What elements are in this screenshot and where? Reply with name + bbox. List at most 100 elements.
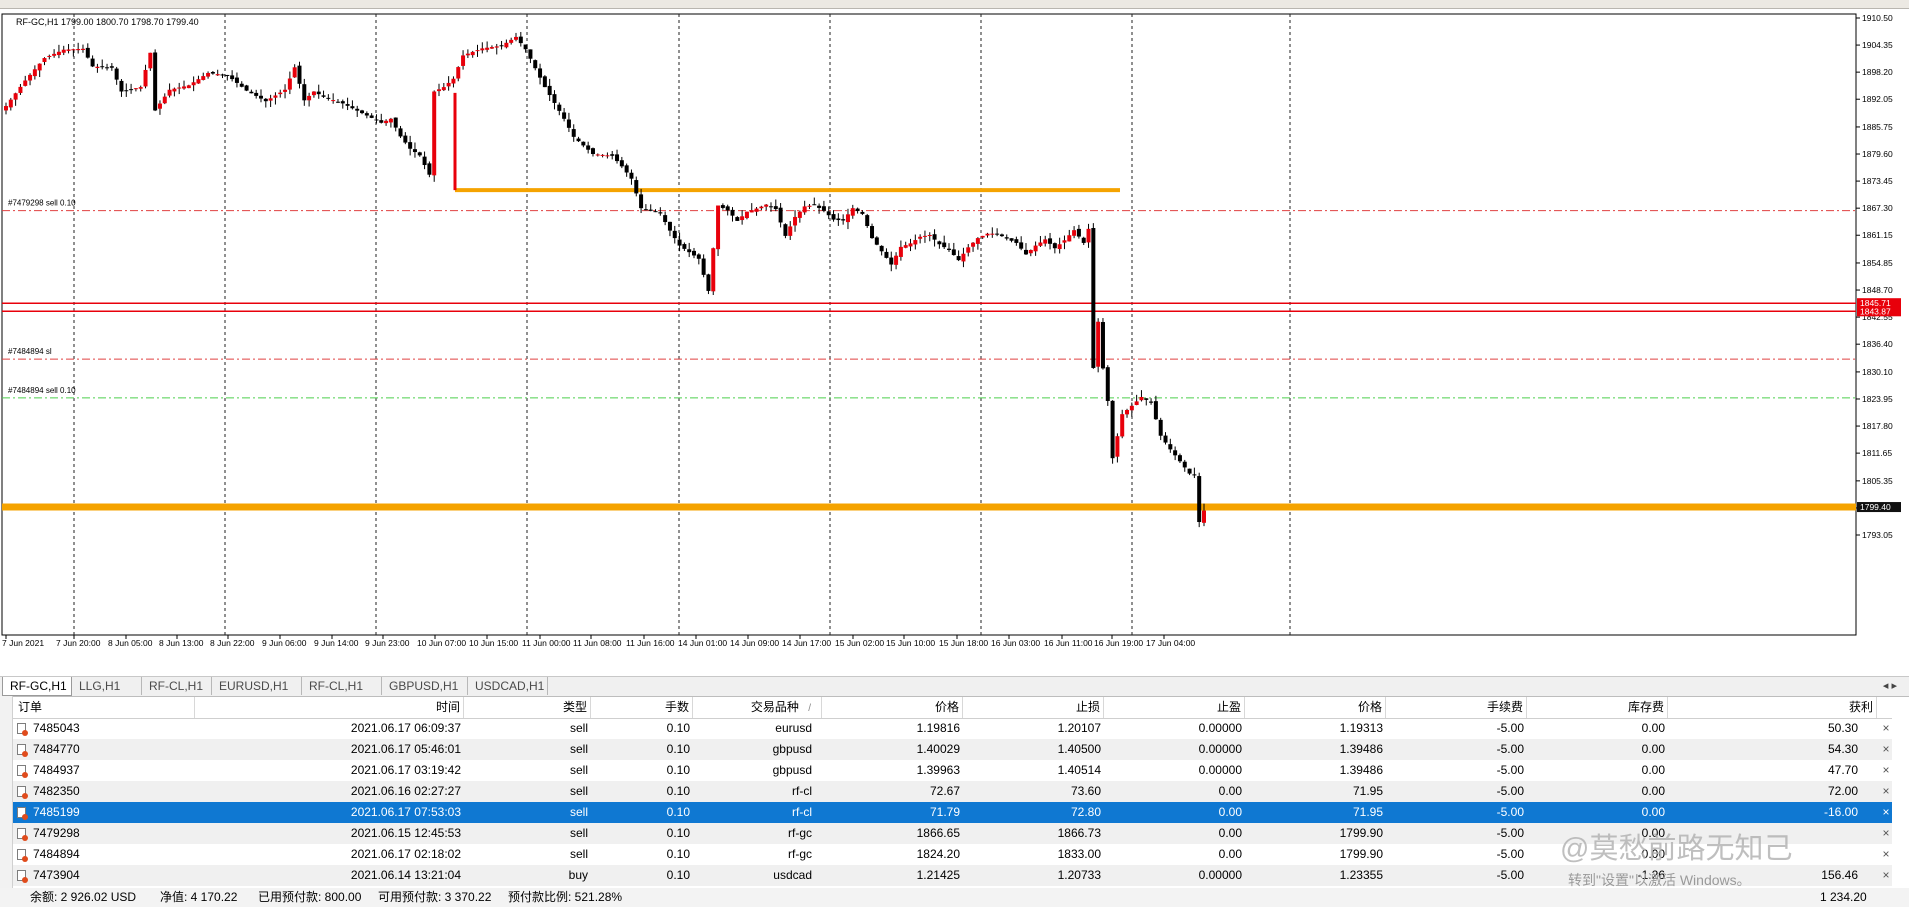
trend-lines[interactable] <box>453 92 1120 193</box>
candle-body <box>220 74 225 76</box>
tab-scroll-arrows[interactable]: ◂ ▸ <box>1882 680 1897 692</box>
order-line-label: #7484894 sell 0.10 <box>8 386 76 395</box>
column-header-size[interactable]: 手数 <box>591 697 693 718</box>
column-header-order[interactable]: 订单 <box>12 697 195 718</box>
candle-body <box>249 91 254 94</box>
candle-body <box>162 96 167 104</box>
candle-body <box>167 89 172 96</box>
cell-price: 1.40029 <box>916 742 960 756</box>
candle-body <box>1038 242 1043 246</box>
cell-tp: 0.00 <box>1218 847 1242 861</box>
candle-body <box>932 234 937 240</box>
cell-time: 2021.06.17 05:46:01 <box>350 742 461 756</box>
candle-body <box>451 78 456 84</box>
tab-usdcad-h1[interactable]: USDCAD,H1 <box>468 677 548 695</box>
cell-symbol: rf-gc <box>788 847 812 861</box>
cell-symbol: gbpusd <box>772 742 812 756</box>
tab-rf-cl-h1[interactable]: RF-CL,H1 <box>302 677 382 695</box>
candle-body <box>1028 249 1033 254</box>
price-tick-label: 1879.60 <box>1862 149 1893 159</box>
candle-body <box>398 128 403 137</box>
candle-body <box>696 254 701 259</box>
tab-gbpusd-h1[interactable]: GBPUSD,H1 <box>382 677 468 695</box>
candle-body <box>23 80 28 86</box>
candle-body <box>90 58 95 67</box>
candle-body <box>629 172 634 179</box>
tab-rf-gc-h1[interactable]: RF-GC,H1 <box>2 677 72 696</box>
tab-rf-cl-h1[interactable]: RF-CL,H1 <box>142 677 212 695</box>
price-axis[interactable]: 1910.50 1904.35 1898.20 1892.05 1885.75 1879.… <box>1856 13 1893 540</box>
column-header-type[interactable]: 类型 <box>464 697 591 718</box>
candle-body <box>76 49 81 51</box>
table-row[interactable]: 7482350 2021.06.16 02:27:27 sell 0.10 rf-cl 7… <box>12 781 1892 802</box>
cell-price: 1866.65 <box>916 826 960 840</box>
table-row[interactable]: 7473904 2021.06.14 13:21:04 buy 0.10 usdcad 1… <box>12 865 1892 886</box>
candle-body <box>566 119 571 128</box>
candle-body <box>610 154 615 156</box>
candle-body <box>331 100 336 102</box>
candle-body <box>1019 242 1024 249</box>
time-tick-label: 11 Jun 08:00 <box>573 638 622 648</box>
candle-body <box>975 238 980 244</box>
close-order-icon[interactable]: × <box>1882 784 1890 798</box>
price-tick-label: 1861.15 <box>1862 230 1893 240</box>
table-row[interactable]: 7484937 2021.06.17 03:19:42 sell 0.10 gbpusd… <box>12 760 1892 781</box>
column-header-tp[interactable]: 止盈 <box>1104 697 1245 718</box>
candle-body <box>518 36 523 44</box>
candle-body <box>966 247 971 253</box>
column-header-swap[interactable]: 库存费 <box>1527 697 1668 718</box>
candle-body <box>504 42 509 48</box>
close-order-icon[interactable]: × <box>1882 763 1890 777</box>
time-axis[interactable]: 7 Jun 2021 7 Jun 20:00 8 Jun 05:00 8 Jun 13… <box>2 635 1195 648</box>
column-header-profit[interactable]: 获利 <box>1668 697 1877 718</box>
candle-body <box>263 98 268 102</box>
candle-body <box>52 53 57 56</box>
close-order-icon[interactable]: × <box>1882 805 1890 819</box>
cell-tp: 0.00000 <box>1198 742 1242 756</box>
column-header-commission[interactable]: 手续费 <box>1386 697 1527 718</box>
candle-body <box>71 49 76 51</box>
close-order-icon[interactable]: × <box>1882 721 1890 735</box>
candle-body <box>1163 435 1168 443</box>
close-order-icon[interactable]: × <box>1882 847 1890 861</box>
close-order-icon[interactable]: × <box>1882 742 1890 756</box>
tab-eurusd-h1[interactable]: EURUSD,H1 <box>212 677 302 695</box>
close-order-icon[interactable]: × <box>1882 826 1890 840</box>
price-chart[interactable]: #7479298 sell 0.10 #7484894 sl #7484894 se… <box>0 9 1909 676</box>
price-tag-box <box>1857 298 1901 309</box>
column-header-time[interactable]: 时间 <box>195 697 464 718</box>
activate-windows-notice: 转到"设置"以激活 Windows。 <box>1568 872 1751 888</box>
candle-body <box>417 152 422 156</box>
candle-body <box>109 66 114 68</box>
candle-body <box>692 250 697 256</box>
column-header-price[interactable]: 价格 <box>822 697 963 718</box>
cell-type: buy <box>568 868 588 882</box>
column-header-current-price[interactable]: 价格 <box>1245 697 1386 718</box>
candle-body <box>138 87 143 89</box>
time-tick-label: 8 Jun 22:00 <box>210 638 255 648</box>
table-row[interactable]: 7485199 2021.06.17 07:53:03 sell 0.10 rf-cl 7… <box>12 802 1892 823</box>
candle-body <box>894 255 899 265</box>
candle-body <box>485 47 490 50</box>
candle-body <box>316 91 321 95</box>
time-tick-label: 15 Jun 02:00 <box>835 638 884 648</box>
table-row[interactable]: 7485043 2021.06.17 06:09:37 sell 0.10 eurusd… <box>12 718 1892 739</box>
candle-body <box>364 113 369 116</box>
candle-body <box>865 215 870 226</box>
column-header-sl[interactable]: 止损 <box>963 697 1104 718</box>
cell-tp: 0.00000 <box>1198 721 1242 735</box>
time-tick-label: 7 Jun 2021 <box>2 638 44 648</box>
close-order-icon[interactable]: × <box>1882 868 1890 882</box>
tab-llg-h1[interactable]: LLG,H1 <box>72 677 142 695</box>
candle-body <box>682 244 687 249</box>
table-row[interactable]: 7484770 2021.06.17 05:46:01 sell 0.10 gbpusd… <box>12 739 1892 760</box>
table-row[interactable]: 7484894 2021.06.17 02:18:02 sell 0.10 rf-gc 1… <box>12 844 1892 865</box>
time-tick-label: 9 Jun 14:00 <box>314 638 359 648</box>
table-row[interactable]: 7479298 2021.06.15 12:45:53 sell 0.10 rf-gc 1… <box>12 823 1892 844</box>
candle-body <box>586 145 591 150</box>
price-tag-box <box>1857 306 1901 317</box>
candle-body <box>826 211 831 216</box>
column-header-symbol[interactable]: 交易品种 / <box>693 697 822 718</box>
toolbar <box>0 0 1909 9</box>
